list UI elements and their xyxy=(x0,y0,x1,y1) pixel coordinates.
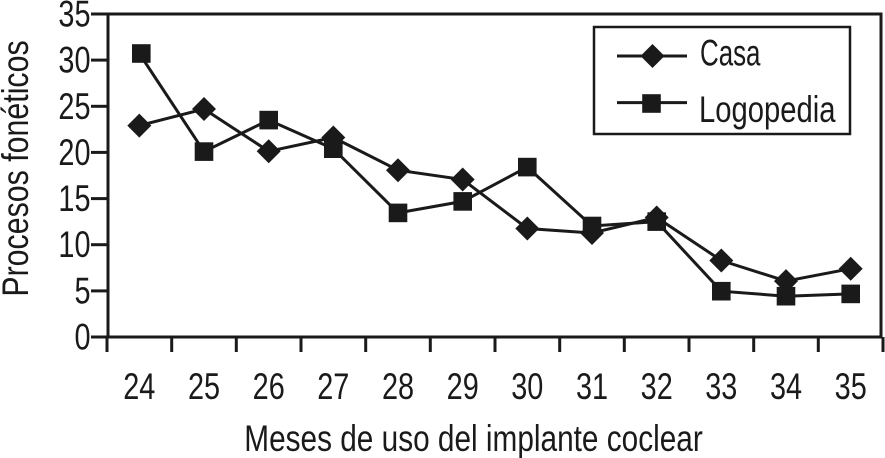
svg-text:0: 0 xyxy=(74,317,90,358)
svg-text:35: 35 xyxy=(58,0,90,35)
svg-text:35: 35 xyxy=(835,367,867,408)
svg-text:Meses de uso del implante cocl: Meses de uso del implante coclear xyxy=(244,419,702,458)
svg-text:33: 33 xyxy=(705,367,737,408)
svg-text:24: 24 xyxy=(123,367,155,408)
svg-text:Procesos fonéticos: Procesos fonéticos xyxy=(0,40,37,296)
svg-text:28: 28 xyxy=(382,367,414,408)
svg-text:34: 34 xyxy=(770,367,802,408)
svg-text:Logopedia: Logopedia xyxy=(699,90,836,131)
svg-text:30: 30 xyxy=(58,40,90,81)
svg-text:27: 27 xyxy=(317,367,349,408)
svg-text:29: 29 xyxy=(447,367,479,408)
svg-text:10: 10 xyxy=(58,225,90,266)
svg-text:20: 20 xyxy=(58,133,90,174)
svg-text:25: 25 xyxy=(188,367,220,408)
svg-text:15: 15 xyxy=(58,179,90,220)
svg-text:30: 30 xyxy=(511,367,543,408)
svg-text:32: 32 xyxy=(641,367,673,408)
svg-text:5: 5 xyxy=(74,271,90,312)
svg-text:31: 31 xyxy=(576,367,608,408)
svg-text:25: 25 xyxy=(58,86,90,127)
svg-text:26: 26 xyxy=(253,367,285,408)
svg-text:Casa: Casa xyxy=(700,32,761,74)
